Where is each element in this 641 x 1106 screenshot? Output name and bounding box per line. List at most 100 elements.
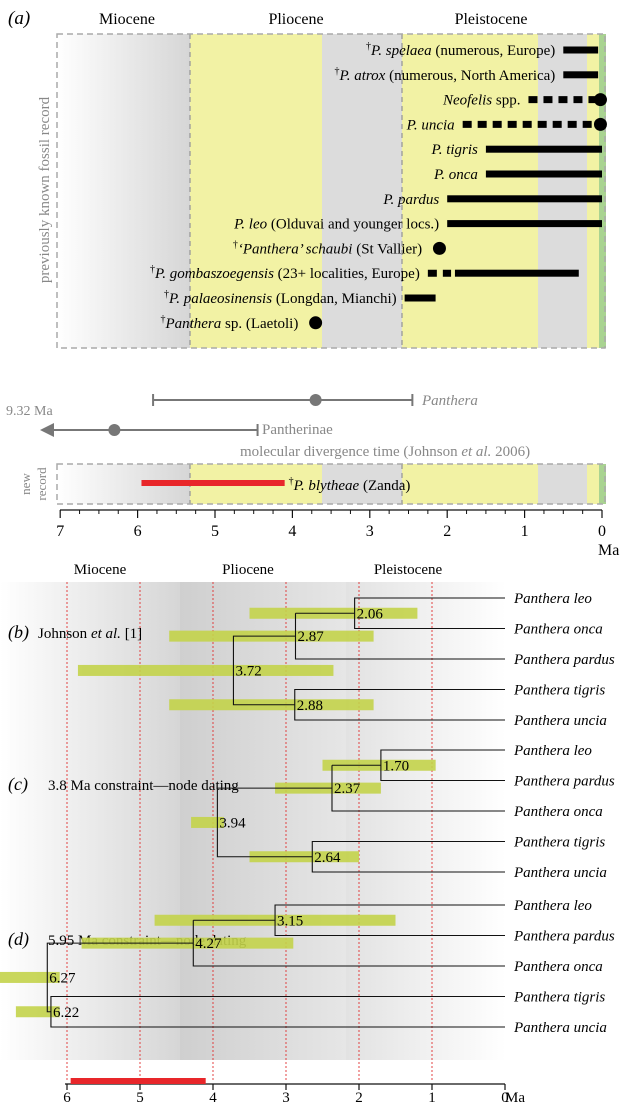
- new-record-side-label-2: record: [34, 467, 49, 501]
- axis-b-tick-label: 2: [355, 1090, 363, 1106]
- record-range-bar: [485, 170, 602, 178]
- tree-panel-b: (b) Johnson et al. [1] Panthera leo Panther…: [8, 591, 615, 729]
- axis-a-tick-label: 5: [211, 523, 219, 540]
- axis-b-tick-label: 6: [63, 1090, 71, 1106]
- branch-root: [46, 942, 194, 1013]
- record-range-bar: [563, 46, 599, 54]
- tree-tip-label: Panthera leo: [513, 591, 592, 607]
- tree-background: [0, 582, 506, 1060]
- tree-panel-title: 3.8 Ma constraint—node dating: [48, 778, 239, 794]
- record-range-bar: [485, 145, 602, 153]
- record-point: [309, 316, 323, 330]
- tree-tip-label: Panthera tigris: [513, 683, 605, 699]
- axis-a-tick-label: 7: [56, 523, 64, 540]
- tree-panel-title: Johnson et al. [1]: [38, 626, 142, 642]
- tree-time-axis: 6 5 4 3 2 1 0: [63, 1078, 509, 1106]
- axis-b-tick-label: 3: [282, 1090, 290, 1106]
- tree-panel-label: (b): [8, 622, 29, 643]
- axis-a-tick-label: 6: [134, 523, 142, 540]
- blytheae-label: †P. blytheae (Zanda): [289, 476, 411, 494]
- pantherinae-label: Pantherinae: [262, 422, 333, 438]
- branch-clade-2: [331, 764, 505, 812]
- record-label: P. leo (Olduvai and younger locs.): [233, 217, 439, 233]
- axis-a-tick-label: 1: [521, 523, 529, 540]
- node-age-label: 3.94: [219, 815, 246, 831]
- record-label: †P. palaeosinensis (Longdan, Mianchi): [164, 289, 397, 307]
- axis-b-fossil-bar: [70, 1078, 206, 1084]
- record-point: [593, 93, 607, 107]
- node-age-label: 3.72: [235, 663, 261, 679]
- node-age-label: 2.06: [357, 606, 384, 622]
- branch-root: [232, 635, 296, 706]
- tree-tip-label: Panthera pardus: [513, 929, 615, 945]
- tree-tip-label: Panthera uncia: [513, 865, 607, 881]
- epoch-pleistocene-label: Pleistocene: [455, 11, 528, 28]
- trees: (b) Johnson et al. [1] Panthera leo Panther…: [0, 591, 615, 1036]
- branch-clade-2: [192, 919, 505, 967]
- pantherinae-arrowhead: [40, 423, 54, 437]
- tree-axis-unit: Ma: [505, 1090, 525, 1106]
- tree-epoch-pliocene: Pliocene: [222, 562, 274, 578]
- record-label: P. uncia: [406, 117, 455, 133]
- new-record-side-label-1: new: [18, 473, 33, 495]
- tree-tip-label: Panthera pardus: [513, 652, 615, 668]
- phylogeny-panels: Miocene Pliocene Pleistocene (b) Johnson …: [0, 562, 615, 1106]
- molecular-divergence: Panthera 9.32 Ma Pantherinae molecular d…: [6, 393, 530, 460]
- record-label: †‘Panthera’ schaubi (St Vallier): [233, 239, 422, 257]
- arrow-age-label: 9.32 Ma: [6, 404, 53, 419]
- record-range-bar: [447, 195, 602, 203]
- node-age-label: 3.15: [277, 913, 303, 929]
- tree-panel-d: (d)5.95 Ma constraint—node datingPanther…: [0, 898, 615, 1036]
- tree-tip-label: Panthera tigris: [513, 990, 605, 1006]
- record-label: †Panthera sp. (Laetoli): [160, 314, 298, 332]
- branch-root: [216, 787, 332, 858]
- node-age-label: 1.70: [383, 758, 409, 774]
- node-age-label: 2.87: [297, 629, 324, 645]
- record-label: P. onca: [433, 167, 478, 183]
- node-hpd-bar: [0, 971, 60, 983]
- axis-b-tick-label: 1: [428, 1090, 436, 1106]
- node-age-label: 6.27: [49, 970, 76, 986]
- panthera-range-label: Panthera: [421, 393, 478, 409]
- panel-a-label: (a): [8, 8, 30, 29]
- blytheae-range-bar: [141, 480, 285, 486]
- axis-a-tick-label: 2: [443, 523, 451, 540]
- record-label: P. pardus: [382, 192, 439, 208]
- panel-a-axis-unit: Ma: [598, 542, 619, 559]
- panel-a-background: [56, 33, 606, 349]
- pantherinae-estimate-point: [108, 424, 121, 436]
- record-point: [593, 117, 607, 131]
- epoch-pliocene-label: Pliocene: [268, 11, 323, 28]
- tree-tip-label: Panthera uncia: [513, 1020, 607, 1036]
- node-hpd-bar: [77, 664, 334, 676]
- new-record-box: new record †P. blytheae (Zanda): [18, 463, 606, 505]
- tree-panel-c: (c) 3.8 Ma constraint—node dating Panthera…: [8, 743, 615, 881]
- fossil-records: †P. spelaea (numerous, Europe) †P. atrox …: [150, 41, 607, 332]
- panel-a: (a) Miocene Pliocene Pleistocene previou…: [6, 8, 619, 559]
- axis-a-tick-label: 0: [598, 523, 606, 540]
- record-point: [432, 241, 446, 255]
- record-range-bar: [447, 220, 602, 228]
- record-range-bar: [404, 294, 436, 302]
- tree-panel-label: (c): [8, 774, 28, 795]
- record-label: P. tigris: [430, 142, 478, 158]
- node-age-label: 6.22: [53, 1005, 79, 1021]
- branch-clade-2: [294, 612, 505, 660]
- record-label: †P. gombaszoegensis (23+ localities, Eur…: [150, 264, 420, 282]
- record-label: †P. atrox (numerous, North America): [335, 66, 556, 84]
- tree-epoch-pleistocene: Pleistocene: [374, 562, 443, 578]
- epoch-miocene-label: Miocene: [99, 11, 155, 28]
- tree-tip-label: Panthera leo: [513, 898, 592, 914]
- record-range-bar: [563, 71, 599, 79]
- node-hpd-bar: [15, 1006, 60, 1018]
- tree-tip-label: Panthera onca: [513, 804, 603, 820]
- tree-tip-label: Panthera leo: [513, 743, 592, 759]
- axis-b-tick-label: 5: [136, 1090, 144, 1106]
- node-age-label: 2.64: [314, 850, 341, 866]
- record-label: Neofelis spp.: [442, 93, 521, 109]
- node-age-label: 4.27: [195, 936, 222, 952]
- tree-tip-label: Panthera onca: [513, 959, 603, 975]
- panel-a-time-axis: 7 6 5 4 3 2 1 0: [56, 509, 606, 540]
- node-age-label: 2.37: [334, 781, 361, 797]
